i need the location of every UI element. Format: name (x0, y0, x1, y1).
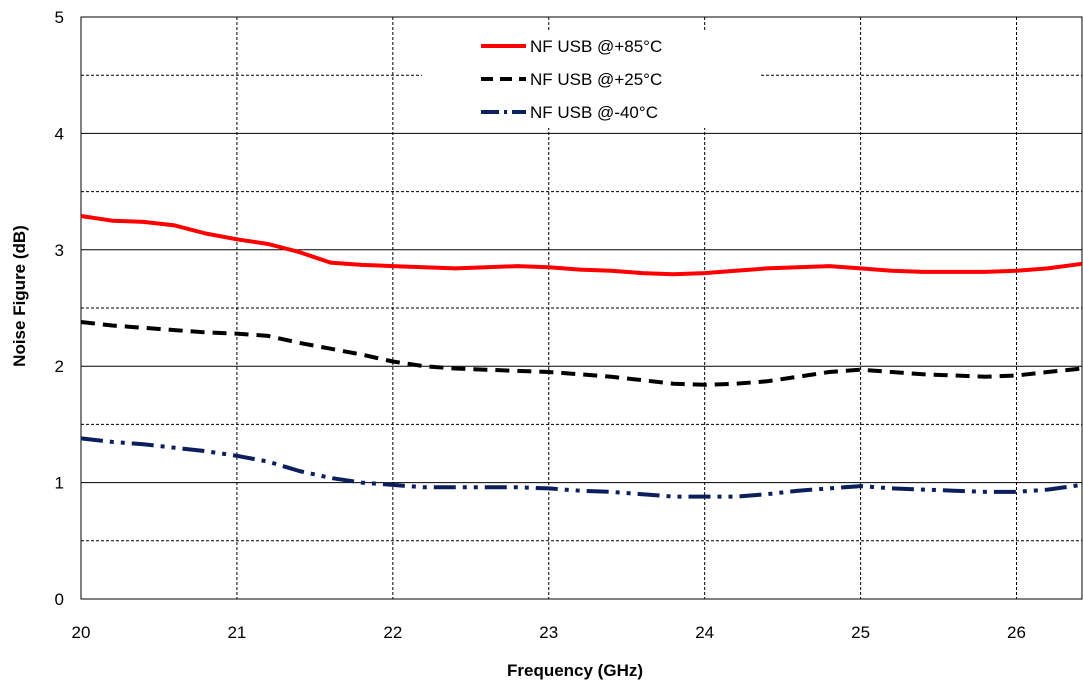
x-tick-label: 25 (851, 623, 870, 642)
x-axis-title: Frequency (GHz) (507, 661, 643, 680)
series-layer (80, 214, 1083, 499)
y-tick-label: 3 (55, 241, 64, 260)
y-axis-ticks: 0 1 2 3 4 5 (55, 8, 64, 609)
y-tick-label: 5 (55, 8, 64, 27)
x-tick-label: 21 (227, 623, 246, 642)
grid (81, 17, 1082, 599)
x-tick-label: 22 (383, 623, 402, 642)
y-tick-label: 0 (55, 590, 64, 609)
legend-label: NF USB @+25°C (530, 70, 662, 89)
series-2 (80, 320, 1083, 387)
x-tick-label: 20 (72, 623, 91, 642)
y-tick-label: 2 (55, 357, 64, 376)
plot-area-frame (80, 16, 1083, 600)
x-tick-label: 26 (1007, 623, 1026, 642)
series-line (80, 436, 1083, 499)
x-axis-ticks: 20 21 22 23 24 25 26 (72, 623, 1026, 642)
y-axis-title: Noise Figure (dB) (10, 225, 29, 367)
x-tick-label: 24 (695, 623, 714, 642)
legend-label: NF USB @-40°C (530, 103, 658, 122)
legend-label: NF USB @+85°C (530, 37, 662, 56)
series-3 (80, 436, 1083, 499)
legend: NF USB @+85°C NF USB @+25°C NF USB @-40°C (422, 30, 760, 128)
series-line (80, 320, 1083, 387)
legend-background (422, 30, 760, 128)
y-tick-label: 4 (55, 124, 64, 143)
y-tick-label: 1 (55, 474, 64, 493)
series-1 (80, 214, 1083, 277)
series-line (80, 214, 1083, 277)
x-tick-label: 23 (539, 623, 558, 642)
